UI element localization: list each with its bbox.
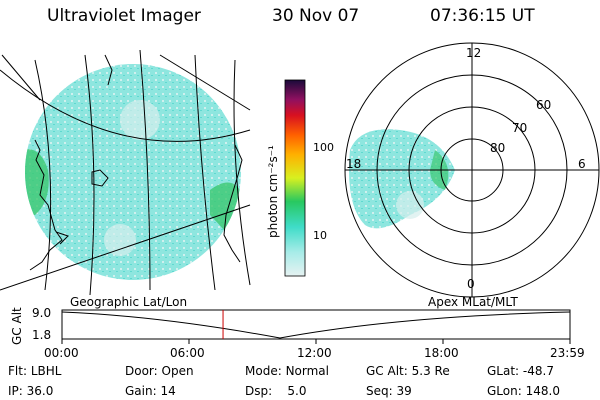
colorbar-tick-100: 100 — [313, 141, 334, 154]
timeline-xtick-2359: 23:59 — [550, 346, 585, 360]
status-ip: IP: 36.0 — [8, 384, 54, 398]
status-dsp: Dsp: 5.0 — [245, 384, 307, 398]
instrument-title: Ultraviolet Imager — [47, 6, 201, 26]
timeline-left-title: Geographic Lat/Lon — [70, 295, 188, 309]
status-flt: Flt: LBHL — [8, 364, 62, 378]
mlt-label-0: 0 — [467, 277, 475, 291]
mlat-label-60: 60 — [536, 98, 552, 112]
timeline-xtick-1200: 12:00 — [297, 346, 332, 360]
mlt-label-6: 6 — [578, 157, 586, 171]
timeline-xtick-0600: 06:00 — [170, 346, 205, 360]
intensity-colorbar — [284, 79, 306, 277]
colorbar-tick-10: 10 — [313, 229, 327, 242]
status-mode: Mode: Normal — [245, 364, 329, 378]
status-seq: Seq: 39 — [366, 384, 412, 398]
status-gc-alt: GC Alt: 5.3 Re — [366, 364, 450, 378]
timeline-ytick-9: 9.0 — [32, 306, 52, 320]
timeline-xtick-0000: 00:00 — [44, 346, 79, 360]
timeline-right-title: Apex MLat/MLT — [428, 295, 518, 309]
timeline-xtick-1800: 18:00 — [424, 346, 459, 360]
status-glat: GLat: -48.7 — [487, 364, 554, 378]
date-label: 30 Nov 07 — [272, 6, 360, 26]
mlt-label-12: 12 — [466, 46, 482, 60]
mlat-label-80: 80 — [490, 141, 506, 155]
time-label: 07:36:15 UT — [430, 6, 535, 26]
mlat-label-70: 70 — [512, 121, 528, 135]
status-glon: GLon: 148.0 — [487, 384, 560, 398]
mlt-label-18: 18 — [346, 157, 362, 171]
status-door: Door: Open — [125, 364, 194, 378]
timeline-ytick-1-8: 1.8 — [32, 328, 52, 342]
status-gain: Gain: 14 — [125, 384, 176, 398]
